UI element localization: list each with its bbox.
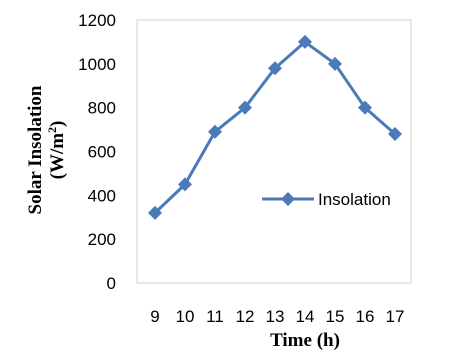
y-tick-label: 600 xyxy=(88,143,116,162)
data-point xyxy=(388,126,402,141)
x-axis-ticks: 9 10 11 12 13 14 15 16 17 xyxy=(150,307,404,326)
x-tick-label: 9 xyxy=(150,307,159,326)
y-axis-title-unit: (W/m xyxy=(47,133,68,180)
data-point xyxy=(268,61,282,76)
x-axis-title: Time (h) xyxy=(270,330,340,351)
data-point xyxy=(148,205,162,220)
y-tick-label: 400 xyxy=(88,186,116,205)
x-tick-label: 14 xyxy=(296,307,315,326)
y-axis-title-line2: (W/m2) xyxy=(45,121,68,180)
y-tick-label: 800 xyxy=(88,99,116,118)
y-axis-title: Solar Insolation (W/m2) xyxy=(25,85,68,214)
x-tick-label: 11 xyxy=(206,307,224,326)
plot-area xyxy=(136,19,412,284)
data-point xyxy=(328,56,342,71)
x-tick-label: 12 xyxy=(236,307,255,326)
y-axis-title-unit-close: ) xyxy=(47,121,68,127)
y-tick-label: 0 xyxy=(107,274,116,293)
y-axis-title-line1: Solar Insolation xyxy=(25,85,46,214)
y-axis-title-unit-sup: 2 xyxy=(45,127,59,133)
x-tick-label: 17 xyxy=(386,307,405,326)
data-point xyxy=(358,100,372,115)
x-tick-label: 16 xyxy=(356,307,375,326)
legend: Insolation xyxy=(262,190,391,209)
data-point xyxy=(178,177,192,192)
x-tick-label: 13 xyxy=(266,307,285,326)
legend-marker xyxy=(281,192,295,206)
x-tick-label: 10 xyxy=(176,307,195,326)
data-point xyxy=(298,34,312,49)
y-tick-label: 200 xyxy=(88,230,116,249)
y-tick-label: 1000 xyxy=(78,55,116,74)
series-layer xyxy=(148,34,402,220)
x-tick-label: 15 xyxy=(326,307,345,326)
y-tick-label: 1200 xyxy=(78,11,116,30)
data-point xyxy=(208,124,222,139)
legend-label: Insolation xyxy=(318,190,391,209)
y-axis-ticks: 0 200 400 600 800 1000 1200 xyxy=(78,11,116,293)
data-point xyxy=(238,100,252,115)
